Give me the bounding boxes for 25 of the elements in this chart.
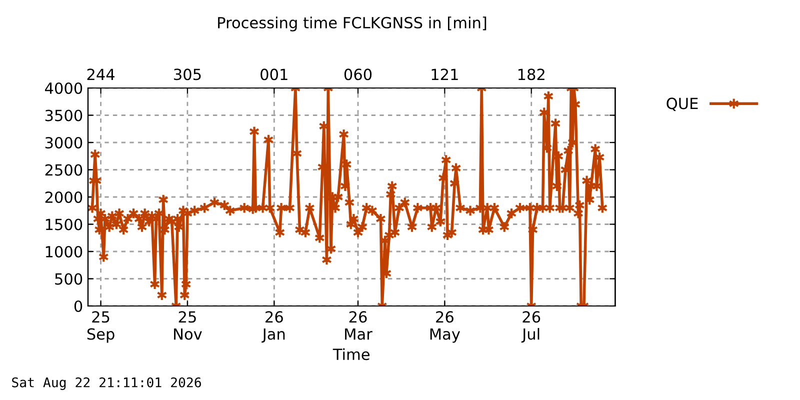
- x-tick-label: 25 Sep: [87, 311, 114, 343]
- y-tick-label: 1000: [46, 246, 82, 258]
- y-tick-label: 2500: [45, 164, 82, 176]
- x2-tick-label: 060: [344, 68, 372, 80]
- y-tick-label: 2000: [45, 191, 82, 204]
- legend-label: QUE: [666, 98, 698, 111]
- y-tick-label: 500: [55, 273, 82, 285]
- x-tick-label: 26 Jan: [262, 311, 285, 343]
- x2-tick-label: 121: [432, 68, 458, 80]
- x-tick-label: 25 Nov: [174, 311, 202, 340]
- chart-title: Processing time FCLKGNSS in [min]: [218, 16, 486, 32]
- x-tick-label: 26 May: [430, 311, 460, 343]
- x-tick-label: 26 Mar: [345, 311, 372, 340]
- x2-tick-label: 305: [174, 68, 201, 80]
- x2-tick-label: 182: [518, 68, 544, 80]
- text: Sat Aug 22 21:11:01 2026: [12, 377, 201, 390]
- y-tick-label: 0: [74, 300, 82, 312]
- x2-tick-label: 001: [260, 68, 288, 80]
- x2-tick-label: 244: [87, 68, 115, 80]
- y-tick-label: 4000: [45, 82, 82, 94]
- y-tick-label: 3000: [45, 136, 82, 149]
- x-tick-label: 26 Jul: [521, 311, 540, 343]
- y-tick-label: 1500: [46, 218, 82, 230]
- y-tick-label: 3500: [45, 110, 82, 122]
- x-axis-title: Time: [332, 348, 370, 360]
